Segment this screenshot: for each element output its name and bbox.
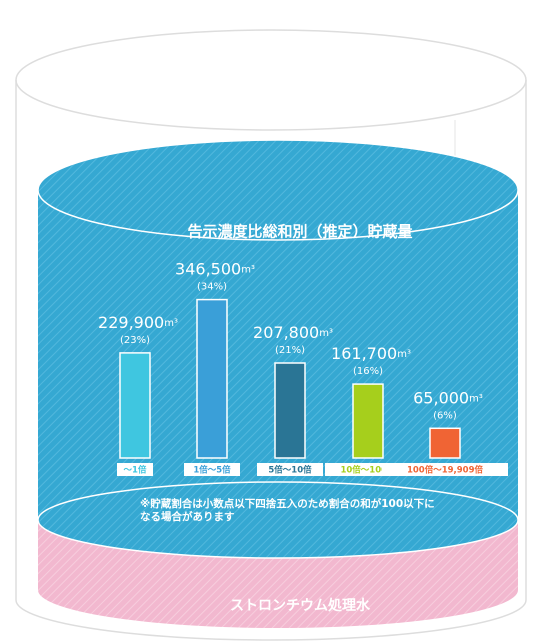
value-number: 161,700 bbox=[331, 344, 397, 363]
value-unit: m³ bbox=[397, 349, 411, 360]
share-label: (16%) bbox=[353, 366, 383, 377]
bar bbox=[274, 362, 306, 459]
note: ※貯蔵割合は小数点以下四捨五入のため割合の和が100以下になる場合があります bbox=[140, 498, 435, 523]
tank-label: ストロンチウム処理水 bbox=[230, 597, 371, 614]
category-box bbox=[184, 463, 240, 476]
value-label: 161,700m³ bbox=[331, 344, 411, 363]
category-box bbox=[117, 463, 153, 476]
value-label: 229,900m³ bbox=[98, 312, 178, 331]
value-label: 207,800m³ bbox=[253, 323, 333, 342]
x-tick-label: 1倍〜5倍 bbox=[193, 465, 231, 476]
chart-title: 告示濃度比総和別（推定）貯蔵量 bbox=[187, 223, 412, 241]
category-box bbox=[382, 463, 508, 476]
value-label: 65,000m³ bbox=[413, 388, 483, 407]
x-tick-label: 100倍〜19,909倍 bbox=[407, 465, 484, 476]
note-box: ※貯蔵割合は小数点以下四捨五入のため割合の和が100以下になる場合があります bbox=[140, 498, 435, 523]
bar bbox=[119, 352, 151, 459]
category-box bbox=[257, 463, 323, 476]
value-number: 229,900 bbox=[98, 312, 164, 331]
bar bbox=[352, 383, 384, 459]
share-label: (34%) bbox=[197, 282, 227, 293]
value-number: 346,500 bbox=[175, 259, 241, 278]
x-tick-label: 5倍〜10倍 bbox=[268, 465, 312, 476]
share-label: (6%) bbox=[433, 410, 457, 421]
value-unit: m³ bbox=[469, 393, 483, 404]
value-unit: m³ bbox=[164, 318, 178, 329]
x-tick-label: 〜1倍 bbox=[124, 465, 147, 476]
value-unit: m³ bbox=[319, 328, 333, 339]
x-tick-label: 10倍〜100倍 bbox=[340, 465, 396, 476]
value-number: 65,000 bbox=[413, 388, 469, 407]
bar bbox=[429, 427, 461, 459]
value-number: 207,800 bbox=[253, 323, 319, 342]
value-label: 346,500m³ bbox=[175, 259, 255, 278]
share-label: (23%) bbox=[120, 335, 150, 346]
bar bbox=[196, 298, 228, 459]
value-unit: m³ bbox=[241, 265, 255, 276]
share-label: (21%) bbox=[275, 345, 305, 356]
